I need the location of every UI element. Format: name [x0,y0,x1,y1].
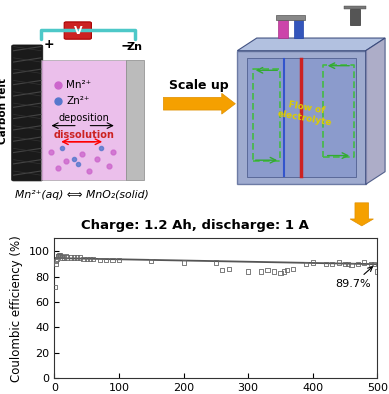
Text: Charge: 1.2 Ah, discharge: 1 A: Charge: 1.2 Ah, discharge: 1 A [81,219,308,232]
Point [371,261,377,267]
Text: Zn²⁺: Zn²⁺ [66,97,89,106]
Bar [350,9,360,25]
Point [103,257,109,263]
Point [258,268,264,275]
Text: V: V [74,26,82,35]
Text: +: + [43,39,54,52]
Point [87,256,93,262]
Point [280,268,287,275]
Polygon shape [237,38,385,51]
Bar [278,20,288,38]
Y-axis label: Coulombic efficiency (%): Coulombic efficiency (%) [10,235,23,382]
Point [96,257,103,263]
Text: Flow of
electrolyte: Flow of electrolyte [277,98,334,127]
Point [54,253,61,259]
Bar [276,15,305,20]
Text: Scale up: Scale up [168,79,228,92]
Bar [247,58,356,177]
Text: Mn²⁺(aq) ⟺ MnO₂(solid): Mn²⁺(aq) ⟺ MnO₂(solid) [15,190,149,200]
Point [349,262,355,268]
Point [284,267,290,273]
Point [271,268,277,275]
Text: Zn: Zn [127,42,143,52]
Point [329,261,335,267]
Point [81,256,87,262]
Point [368,261,374,267]
Point [58,253,64,259]
Point [59,254,65,260]
Text: −: − [121,38,132,52]
Text: Mn²⁺: Mn²⁺ [66,80,91,90]
Point [90,256,96,262]
Text: Carbon felt: Carbon felt [0,78,8,144]
Point [226,266,232,272]
FancyArrow shape [350,203,373,226]
Point [56,252,62,258]
Point [61,254,67,260]
Point [53,261,59,267]
Point [355,261,361,267]
Point [374,268,380,275]
Point [322,261,329,267]
Point [180,259,187,266]
Point [55,253,61,259]
FancyBboxPatch shape [64,22,91,39]
Point [219,267,226,273]
Point [345,261,351,267]
Bar [344,6,366,9]
Polygon shape [366,38,385,184]
Point [245,268,251,275]
Text: dissolution: dissolution [53,130,114,140]
Point [63,253,69,259]
Bar [126,60,144,180]
Text: 89.7%: 89.7% [335,267,372,289]
Point [84,256,90,262]
Point [116,257,122,263]
Point [310,259,316,266]
Point [277,269,284,276]
Point [290,266,296,272]
Point [342,261,348,267]
Point [109,257,116,263]
Point [303,261,309,267]
Text: deposition: deposition [58,113,109,123]
Point [68,254,74,260]
Point [53,258,60,264]
Point [54,256,60,262]
Point [71,254,77,260]
Bar [237,51,366,184]
Point [74,254,80,260]
Point [335,259,342,266]
Point [77,254,83,260]
Point [52,284,58,290]
Point [361,259,368,266]
Point [57,252,63,258]
Point [64,254,70,260]
Point [56,253,63,259]
Point [213,259,219,266]
Bar [294,20,303,38]
FancyBboxPatch shape [41,60,126,180]
FancyBboxPatch shape [12,45,43,181]
Point [265,267,271,273]
FancyArrow shape [163,93,235,114]
Point [148,258,154,264]
